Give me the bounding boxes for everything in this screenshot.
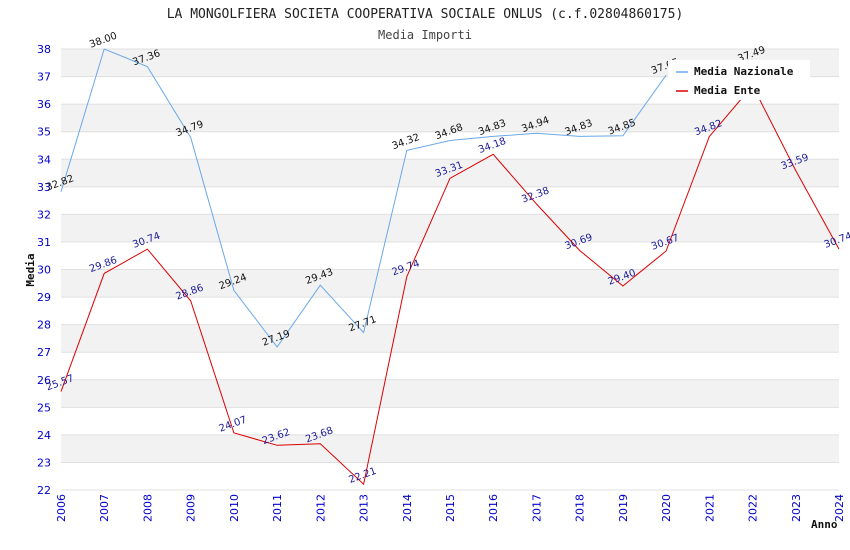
x-tick-label: 2010 (228, 494, 241, 522)
grid-band (61, 104, 839, 132)
grid-band (61, 159, 839, 187)
y-tick-label: 35 (37, 126, 51, 139)
x-tick-label: 2018 (574, 494, 587, 522)
grid-bands (61, 48, 839, 491)
grid-band (61, 352, 839, 380)
x-tick-label: 2022 (747, 494, 760, 522)
y-tick-label: 25 (37, 401, 51, 414)
y-tick-label: 31 (37, 236, 51, 249)
x-axis-ticks: 2006 2007 2008 2009 2010 2011 2012 2013 2014 2015… (55, 494, 846, 522)
y-tick-label: 33 (37, 181, 51, 194)
x-tick-label: 2023 (790, 494, 803, 522)
y-tick-label: 38 (37, 43, 51, 56)
series-line-media-nazionale (60, 48, 667, 348)
grid-band (61, 269, 839, 298)
y-tick-label: 36 (37, 98, 51, 111)
x-tick-label: 2020 (660, 494, 673, 522)
x-tick-label: 2019 (617, 494, 630, 522)
grid-band (61, 214, 839, 242)
grid-band (61, 241, 839, 270)
data-label-nazionale: 38.00 (88, 31, 119, 51)
grid-band (61, 434, 839, 463)
x-tick-label: 2017 (530, 494, 543, 522)
series-line-media-ente (60, 84, 840, 486)
y-tick-label: 29 (37, 291, 51, 304)
y-axis-ticks: 22 23 24 25 26 27 28 29 30 31 32 33 34 35 36 37 38 (37, 43, 51, 497)
x-tick-label: 2006 (55, 494, 68, 522)
legend: Media Nazionale Media Ente (668, 60, 810, 100)
grid-band (61, 186, 839, 215)
legend-label-nazionale: Media Nazionale (694, 65, 794, 78)
chart-title: LA MONGOLFIERA SOCIETA COOPERATIVA SOCIA… (167, 7, 684, 22)
x-tick-label: 2009 (185, 494, 198, 522)
y-tick-label: 28 (37, 319, 51, 332)
x-tick-label: 2016 (487, 494, 500, 522)
x-tick-label: 2024 (833, 494, 846, 522)
x-tick-label: 2013 (358, 494, 371, 522)
y-tick-label: 37 (37, 71, 51, 84)
grid-band (61, 407, 839, 435)
y-tick-label: 23 (37, 456, 51, 469)
y-tick-label: 32 (37, 208, 51, 221)
x-tick-label: 2015 (444, 494, 457, 522)
legend-box (668, 60, 810, 100)
x-tick-label: 2012 (314, 494, 327, 522)
chart-subtitle: Media Importi (378, 28, 472, 42)
y-tick-label: 24 (37, 429, 51, 442)
x-tick-label: 2021 (703, 494, 716, 522)
y-tick-label: 22 (37, 484, 51, 497)
y-tick-label: 26 (37, 374, 51, 387)
series-lines (60, 48, 840, 486)
x-tick-label: 2007 (98, 494, 111, 522)
legend-label-ente: Media Ente (694, 84, 761, 97)
x-tick-label: 2011 (271, 494, 284, 522)
grid-band (61, 324, 839, 353)
y-tick-label: 30 (37, 264, 51, 277)
y-axis-label: Media (24, 253, 37, 286)
y-tick-label: 34 (37, 153, 51, 166)
x-tick-label: 2014 (401, 494, 414, 522)
x-tick-label: 2008 (141, 494, 154, 522)
x-axis-label: Anno (811, 518, 838, 531)
grid-band (61, 462, 839, 490)
y-tick-label: 27 (37, 346, 51, 359)
grid-band (61, 379, 839, 408)
